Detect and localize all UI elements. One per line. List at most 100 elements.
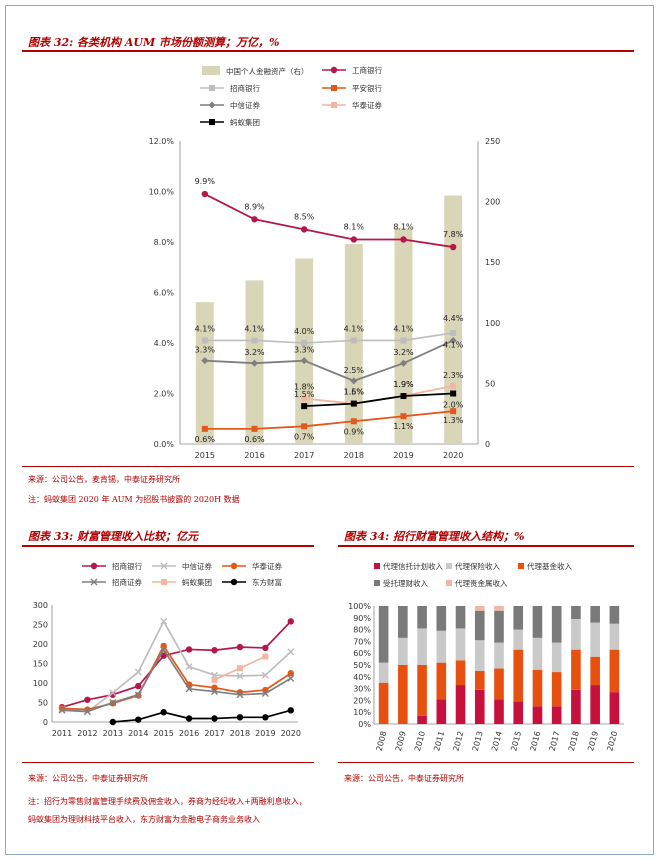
fig33-point bbox=[211, 647, 218, 654]
fig32-data-label: 2.3% bbox=[443, 371, 464, 380]
fig34-x-tick: 2018 bbox=[567, 730, 581, 752]
fig34-x-tick: 2013 bbox=[471, 730, 485, 752]
fig32-legend-2-marker bbox=[331, 85, 337, 91]
fig32-data-label: 1.5% bbox=[344, 388, 365, 397]
fig34-legend-swatch-2 bbox=[518, 563, 524, 569]
fig32-series-line bbox=[304, 392, 454, 408]
fig33-point bbox=[160, 617, 168, 625]
fig32-data-label: 4.1% bbox=[344, 324, 365, 333]
fig32-point bbox=[201, 357, 209, 365]
fig33-point bbox=[211, 676, 218, 683]
fig32-bar bbox=[195, 302, 214, 444]
fig32-legend-1-label: 招商银行 bbox=[230, 83, 260, 93]
fig34-bar-segment bbox=[571, 606, 581, 619]
fig32-data-label: 8.9% bbox=[244, 202, 265, 211]
fig33-y-tick: 50 bbox=[38, 699, 48, 708]
fig34-bottom-rule bbox=[338, 762, 634, 763]
fig34-legend-label-0: 代理信托计划收入 bbox=[383, 561, 443, 571]
fig34-legend-label-1: 代理保险收入 bbox=[455, 561, 500, 571]
fig32-left-tick: 2.0% bbox=[154, 390, 175, 399]
fig32-point bbox=[201, 425, 208, 432]
fig34-bar-segment bbox=[513, 629, 524, 650]
fig32-legend-0-marker bbox=[330, 66, 338, 74]
fig32-data-label: 4.1% bbox=[393, 324, 414, 333]
fig34-rule bbox=[338, 545, 634, 547]
fig34-bar-segment bbox=[513, 701, 524, 724]
fig32-legend-bar-label: 中国个人金融资产（右） bbox=[226, 66, 309, 76]
fig33-point bbox=[261, 671, 269, 679]
fig32-data-label: 1.9% bbox=[393, 380, 414, 389]
fig32-title: 图表 32: 各类机构 AUM 市场份额测算；万亿，% bbox=[28, 36, 280, 49]
fig32-x-tick: 2019 bbox=[393, 451, 413, 460]
fig32-series-line bbox=[204, 193, 454, 248]
fig34-x-tick: 2016 bbox=[528, 730, 542, 752]
fig34-bar-segment bbox=[590, 622, 600, 657]
fig33-point bbox=[109, 699, 117, 706]
fig32-point bbox=[450, 382, 457, 389]
fig33-legend-5-label: 东方财富 bbox=[252, 577, 282, 587]
fig33-point bbox=[134, 691, 142, 699]
fig33-point bbox=[236, 643, 244, 651]
fig32-data-label: 8.5% bbox=[294, 212, 315, 221]
fig32-point bbox=[201, 337, 208, 344]
fig32-data-label: 4.1% bbox=[443, 340, 464, 349]
fig33-point bbox=[262, 653, 269, 660]
fig32-point bbox=[400, 337, 407, 344]
fig32-point bbox=[450, 390, 457, 397]
fig32-right-tick: 150 bbox=[485, 258, 500, 267]
fig33-legend-1-label: 中信证券 bbox=[182, 561, 212, 571]
fig33-x-tick: 2017 bbox=[204, 729, 224, 738]
fig33-point bbox=[109, 689, 117, 697]
fig34-legend-label-2: 代理基金收入 bbox=[527, 561, 572, 571]
fig33-y-tick: 200 bbox=[33, 640, 48, 649]
fig33-series-line bbox=[61, 644, 292, 711]
fig34-x-tick: 2008 bbox=[375, 730, 389, 752]
fig33-point bbox=[287, 618, 294, 625]
fig32-left-tick: 0.0% bbox=[154, 440, 175, 449]
fig32-left-tick: 6.0% bbox=[154, 289, 175, 298]
fig34-bar-segment bbox=[513, 606, 524, 630]
fig32-point bbox=[201, 190, 209, 198]
fig33-point bbox=[262, 714, 269, 721]
fig34-legend-swatch-4 bbox=[446, 580, 452, 586]
fig32-legend-0-label: 工商银行 bbox=[352, 65, 382, 75]
fig32-data-label: 7.8% bbox=[443, 230, 464, 239]
fig34-bar-segment bbox=[494, 610, 504, 643]
fig32-legend-4-label: 华泰证券 bbox=[352, 100, 382, 110]
fig34-bar-segment bbox=[494, 668, 504, 700]
fig32-legend-1-marker bbox=[209, 85, 215, 91]
fig33-point bbox=[109, 718, 117, 726]
fig32-point bbox=[350, 400, 357, 407]
fig32-point bbox=[301, 395, 308, 402]
fig32-left-tick: 12.0% bbox=[149, 137, 175, 146]
fig34-bar-segment bbox=[513, 649, 524, 702]
fig34-bar-segment bbox=[398, 606, 408, 638]
fig33-point bbox=[185, 646, 193, 653]
fig32-bottom-rule bbox=[22, 466, 634, 467]
fig34-bar-segment bbox=[398, 637, 408, 665]
fig34-bar-segment bbox=[494, 606, 504, 611]
fig32-point bbox=[450, 329, 457, 336]
fig33-point bbox=[58, 706, 66, 714]
fig34-title: 图表 34: 招行财富管理收入结构；% bbox=[344, 530, 525, 543]
fig32-point bbox=[400, 413, 407, 420]
fig34-x-tick: 2020 bbox=[605, 730, 619, 752]
fig34-bar-segment bbox=[455, 606, 466, 629]
fig34-bar-segment bbox=[609, 623, 620, 650]
fig33-point bbox=[160, 709, 167, 716]
fig34-bar-segment bbox=[417, 715, 427, 724]
fig34-bar-segment bbox=[436, 662, 447, 700]
fig33-point bbox=[134, 668, 142, 676]
fig32-data-label: 8.1% bbox=[393, 222, 414, 231]
fig33-x-tick: 2013 bbox=[103, 729, 123, 738]
fig33-point bbox=[287, 674, 295, 682]
fig32-point bbox=[450, 408, 457, 415]
fig32-x-tick: 2020 bbox=[443, 451, 463, 460]
fig32-data-label: 0.7% bbox=[294, 432, 315, 441]
fig34-bar-segment bbox=[455, 660, 466, 686]
fig34-y-tick: 30% bbox=[353, 685, 371, 694]
fig32-legend-bar-swatch bbox=[202, 66, 220, 75]
fig34-bar-segment bbox=[417, 665, 427, 716]
fig32-point bbox=[251, 216, 258, 223]
fig32-data-label: 1.9% bbox=[393, 380, 414, 389]
